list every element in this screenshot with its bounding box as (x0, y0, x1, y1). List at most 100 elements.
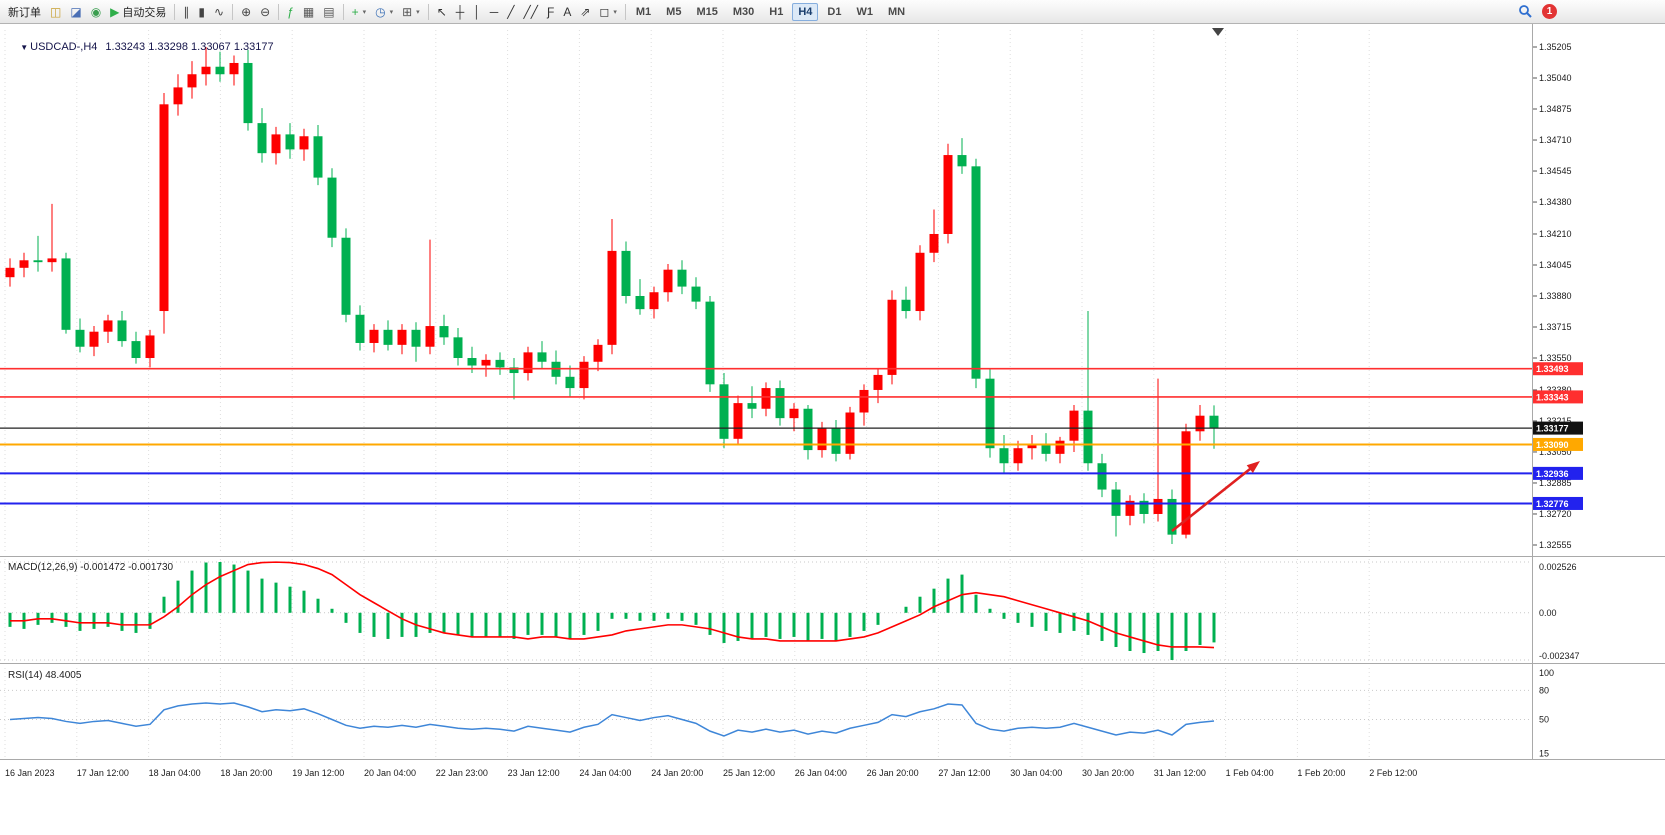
candle-body (439, 326, 449, 338)
candle-body (677, 269, 687, 287)
toolbar-separator (342, 3, 344, 20)
chart-shift-marker[interactable] (1212, 28, 1224, 36)
cascade-windows-icon[interactable]: ▤ (319, 2, 338, 22)
candle-body (75, 329, 85, 347)
rsi-label: RSI(14) 48.4005 (8, 670, 82, 681)
candle-body (495, 359, 505, 368)
cursor-icon[interactable]: ↖ (433, 2, 451, 22)
time-axis-label: 18 Jan 04:00 (149, 768, 201, 778)
auto-trading-button[interactable]: ▶ 自动交易 (106, 2, 170, 22)
candle-body (243, 62, 253, 124)
candle-body (299, 136, 309, 150)
candle-body (215, 66, 225, 75)
candle-body (257, 123, 267, 154)
price-axis-label: 1.34380 (1539, 197, 1572, 207)
equidistant-channel-icon-glyph-icon: ╱╱ (523, 4, 538, 19)
candle-body (649, 292, 659, 310)
line-chart-icon-glyph-icon: ∿ (214, 4, 225, 19)
indicators-icon[interactable]: ƒ (283, 2, 298, 22)
arrows-icon[interactable]: ⇗ (576, 2, 594, 22)
new-chart-icon[interactable]: + ▾ (348, 2, 371, 22)
new-order-button[interactable]: 新订单 (4, 2, 45, 22)
timeframe-m30[interactable]: M30 (732, 5, 755, 18)
vertical-line-icon[interactable]: │ (469, 2, 485, 22)
search-icon[interactable] (1518, 4, 1533, 19)
time-axis-label: 17 Jan 12:00 (77, 768, 129, 778)
templates-icon[interactable]: ⊞ ▾ (398, 2, 424, 22)
period-clock-icon-glyph-icon: ◷ (375, 4, 386, 19)
crosshair-icon[interactable]: ┼ (452, 2, 469, 22)
candle-body (1069, 410, 1079, 441)
toolbar-separator (278, 3, 280, 20)
time-axis-label: 26 Jan 04:00 (795, 768, 847, 778)
price-axis-label: 1.34045 (1539, 260, 1572, 270)
candle-body (985, 378, 995, 449)
fibonacci-icon[interactable]: Ƒ (543, 2, 558, 22)
zoom-out-icon[interactable]: ⊖ (256, 2, 274, 22)
trendline-icon-glyph-icon: ╱ (507, 4, 515, 19)
price-tag-1.33090[interactable] (1533, 437, 1583, 451)
chart-collapse-icon[interactable]: ▼ (20, 43, 29, 52)
vertical-line-icon-glyph-icon: │ (473, 4, 481, 19)
zoom-out-icon-glyph-icon: ⊖ (260, 4, 271, 19)
timeframe-m5[interactable]: M5 (666, 5, 682, 18)
timeframe-w1[interactable]: W1 (856, 5, 873, 18)
candle-body (1083, 410, 1093, 464)
timeframe-h4[interactable]: H4 (792, 2, 819, 21)
zoom-in-icon[interactable]: ⊕ (237, 2, 255, 22)
text-label-icon[interactable]: A (559, 2, 575, 22)
rsi-scale-label: 15 (1539, 748, 1549, 758)
profiles-icon[interactable]: ◪ (66, 2, 85, 22)
candle-body (383, 329, 393, 345)
line-chart-icon[interactable]: ∿ (210, 2, 228, 22)
auto-trading-button-label: 自动交易 (122, 6, 167, 19)
notification-badge[interactable]: 1 (1542, 4, 1557, 19)
trend-arrow-line[interactable] (1171, 467, 1251, 533)
candle-body (803, 408, 813, 451)
timeframe-mn[interactable]: MN (887, 5, 906, 18)
market-watch-icon[interactable]: ◉ (87, 2, 105, 22)
cascade-windows-icon-glyph-icon: ▤ (323, 4, 335, 19)
candle-body (453, 337, 463, 359)
timeframe-m15[interactable]: M15 (696, 5, 718, 18)
candle-body (89, 331, 99, 347)
equidistant-channel-icon[interactable]: ╱╱ (520, 2, 542, 22)
charts-icon[interactable]: ◫ (46, 2, 65, 22)
bar-chart-icon[interactable]: ∥ (179, 2, 193, 22)
macd-scale-label: 0.00 (1539, 608, 1557, 618)
price-tag-1.33343[interactable] (1533, 390, 1583, 404)
candle-body (957, 155, 967, 167)
shapes-icon-glyph-icon: ◻ (599, 4, 610, 19)
candle-body (1013, 448, 1023, 464)
timeframe-m1[interactable]: M1 (635, 5, 652, 18)
cursor-icon-glyph-icon: ↖ (436, 4, 447, 19)
price-axis-label: 1.33050 (1539, 447, 1572, 457)
candle-body (369, 329, 379, 343)
candle-body (761, 388, 771, 409)
tile-windows-icon[interactable]: ▦ (299, 2, 318, 22)
time-axis-label: 31 Jan 12:00 (1154, 768, 1206, 778)
timeframe-h1[interactable]: H1 (769, 5, 784, 18)
shapes-icon[interactable]: ◻ ▾ (595, 2, 620, 22)
candle-body (523, 352, 533, 374)
price-tag-1.33177[interactable] (1533, 421, 1583, 435)
price-tag-1.32936[interactable] (1533, 466, 1583, 480)
price-tag-1.33493[interactable] (1533, 362, 1583, 376)
horizontal-line-icon[interactable]: ─ (486, 2, 503, 22)
timeframe-d1[interactable]: D1 (827, 5, 842, 18)
candle-body (355, 314, 365, 343)
fibonacci-icon-glyph-icon: Ƒ (546, 4, 555, 19)
candle-body (831, 427, 841, 454)
period-clock-icon[interactable]: ◷ ▾ (371, 2, 397, 22)
trendline-icon[interactable]: ╱ (503, 2, 518, 22)
templates-icon-glyph-icon: ⊞ (402, 4, 413, 19)
macd-label: MACD(12,26,9) -0.001472 -0.001730 (8, 562, 174, 573)
candle-body (5, 267, 15, 278)
indicators-icon-glyph-icon: ƒ (287, 4, 294, 19)
price-axis-label: 1.33880 (1539, 291, 1572, 301)
candle-body (425, 326, 435, 347)
candlestick-chart-icon[interactable]: ▮ (194, 2, 209, 22)
candle-body (327, 177, 337, 238)
price-tag-1.32776[interactable] (1533, 496, 1583, 510)
